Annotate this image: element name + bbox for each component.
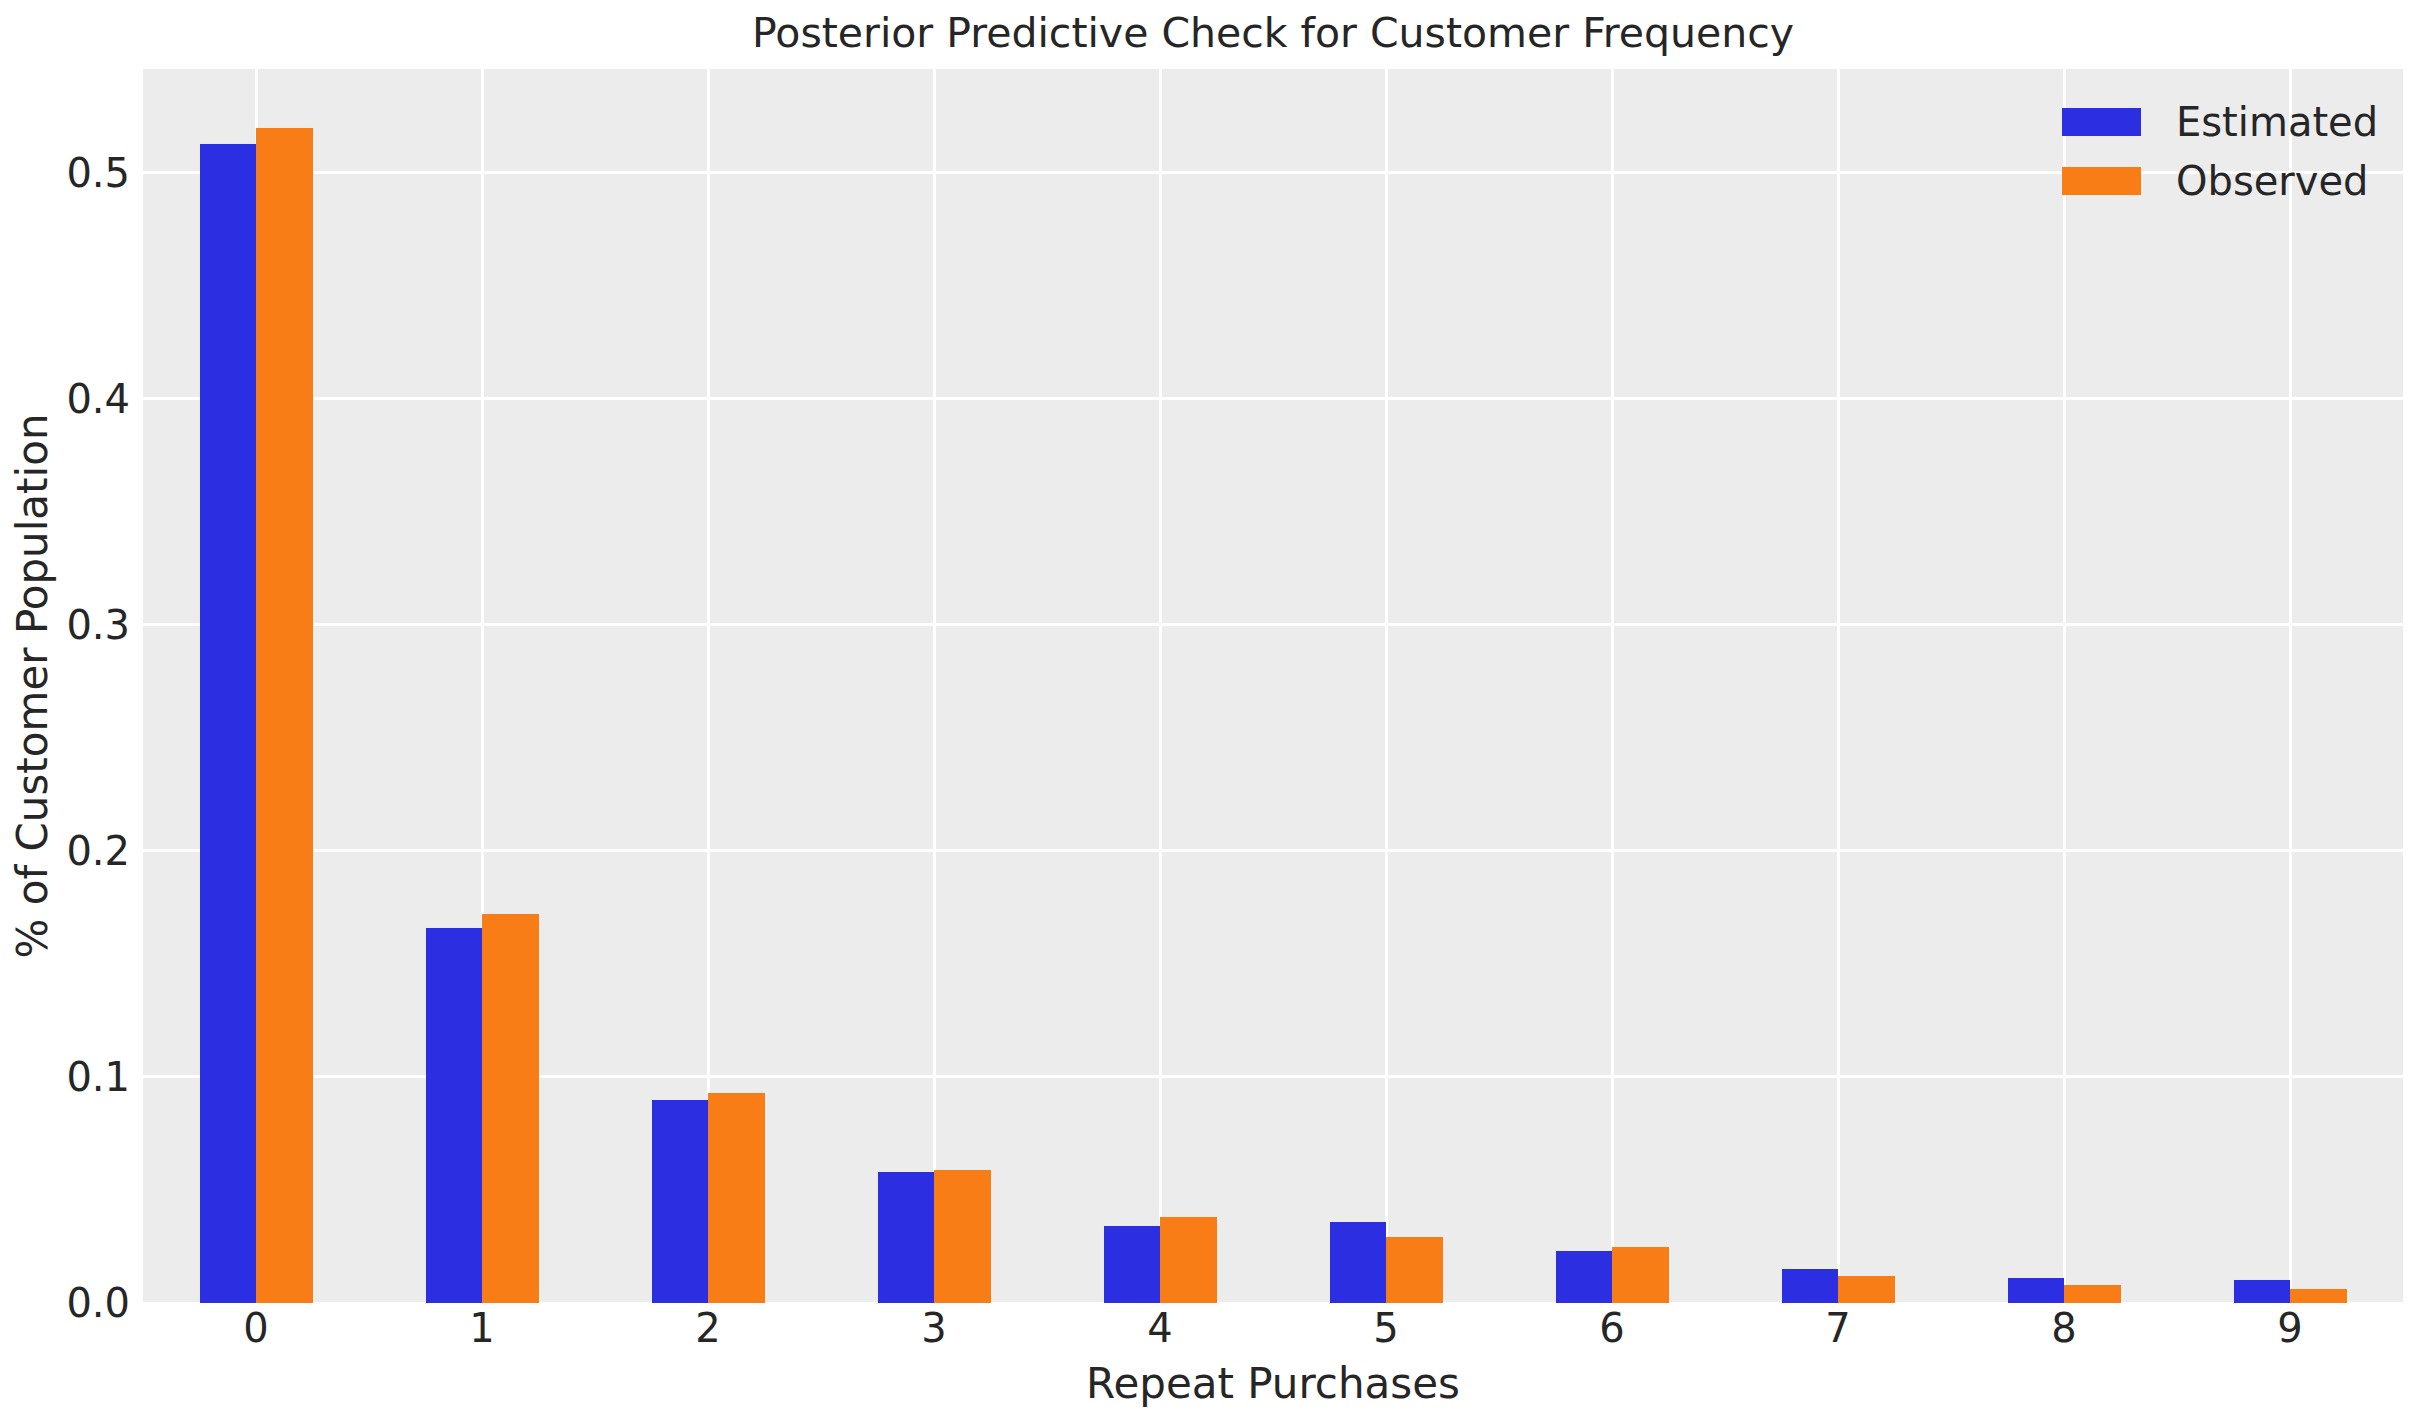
- legend-entry-estimated: Estimated: [2062, 100, 2378, 144]
- gridline-vertical: [1611, 69, 1614, 1303]
- x-tick-label: 4: [1100, 1308, 1220, 1348]
- y-tick-label: 0.4: [10, 379, 130, 419]
- bar-observed-2: [708, 1093, 765, 1303]
- x-tick-label: 1: [422, 1308, 542, 1348]
- bar-observed-7: [1838, 1276, 1895, 1303]
- gridline-vertical: [1159, 69, 1162, 1303]
- legend-swatch-observed-icon: [2062, 167, 2141, 195]
- bar-estimated-1: [426, 928, 483, 1303]
- gridline-vertical: [933, 69, 936, 1303]
- bar-observed-9: [2290, 1289, 2347, 1303]
- bar-estimated-7: [1782, 1269, 1839, 1303]
- x-tick-label: 5: [1326, 1308, 1446, 1348]
- bar-estimated-5: [1330, 1222, 1387, 1303]
- x-tick-label: 3: [874, 1308, 994, 1348]
- x-tick-label: 8: [2004, 1308, 2124, 1348]
- bar-estimated-0: [200, 144, 257, 1303]
- gridline-vertical: [2289, 69, 2292, 1303]
- y-tick-label: 0.1: [10, 1057, 130, 1097]
- x-tick-label: 2: [648, 1308, 768, 1348]
- y-tick-label: 0.5: [10, 153, 130, 193]
- y-tick-label: 0.0: [10, 1283, 130, 1323]
- chart-title: Posterior Predictive Check for Customer …: [143, 13, 2403, 54]
- y-tick-label: 0.3: [10, 605, 130, 645]
- bar-observed-1: [482, 914, 539, 1303]
- gridline-vertical: [1385, 69, 1388, 1303]
- x-tick-label: 6: [1552, 1308, 1672, 1348]
- bar-estimated-9: [2234, 1280, 2291, 1303]
- bar-observed-5: [1386, 1237, 1443, 1303]
- bar-observed-3: [934, 1170, 991, 1303]
- chart-figure: Posterior Predictive Check for Customer …: [0, 0, 2423, 1423]
- bar-observed-4: [1160, 1217, 1217, 1303]
- legend-label-estimated: Estimated: [2176, 100, 2378, 144]
- y-axis-label: % of Customer Population: [12, 413, 54, 958]
- bar-estimated-4: [1104, 1226, 1161, 1303]
- bar-estimated-3: [878, 1172, 935, 1303]
- x-tick-label: 7: [1778, 1308, 1898, 1348]
- legend-entry-observed: Observed: [2062, 159, 2378, 203]
- x-tick-label: 0: [196, 1308, 316, 1348]
- bar-observed-0: [256, 128, 313, 1303]
- bar-estimated-8: [2008, 1278, 2065, 1303]
- bar-observed-6: [1612, 1247, 1669, 1304]
- legend-label-observed: Observed: [2176, 159, 2368, 203]
- legend-swatch-estimated-icon: [2062, 108, 2141, 136]
- gridline-vertical: [2063, 69, 2066, 1303]
- gridline-vertical: [1837, 69, 1840, 1303]
- plot-area: [143, 69, 2403, 1303]
- bar-estimated-6: [1556, 1251, 1613, 1303]
- y-tick-label: 0.2: [10, 831, 130, 871]
- x-tick-label: 9: [2230, 1308, 2350, 1348]
- bar-estimated-2: [652, 1100, 709, 1303]
- bar-observed-8: [2064, 1285, 2121, 1303]
- x-axis-label: Repeat Purchases: [143, 1363, 2403, 1405]
- legend: Estimated Observed: [2062, 100, 2378, 218]
